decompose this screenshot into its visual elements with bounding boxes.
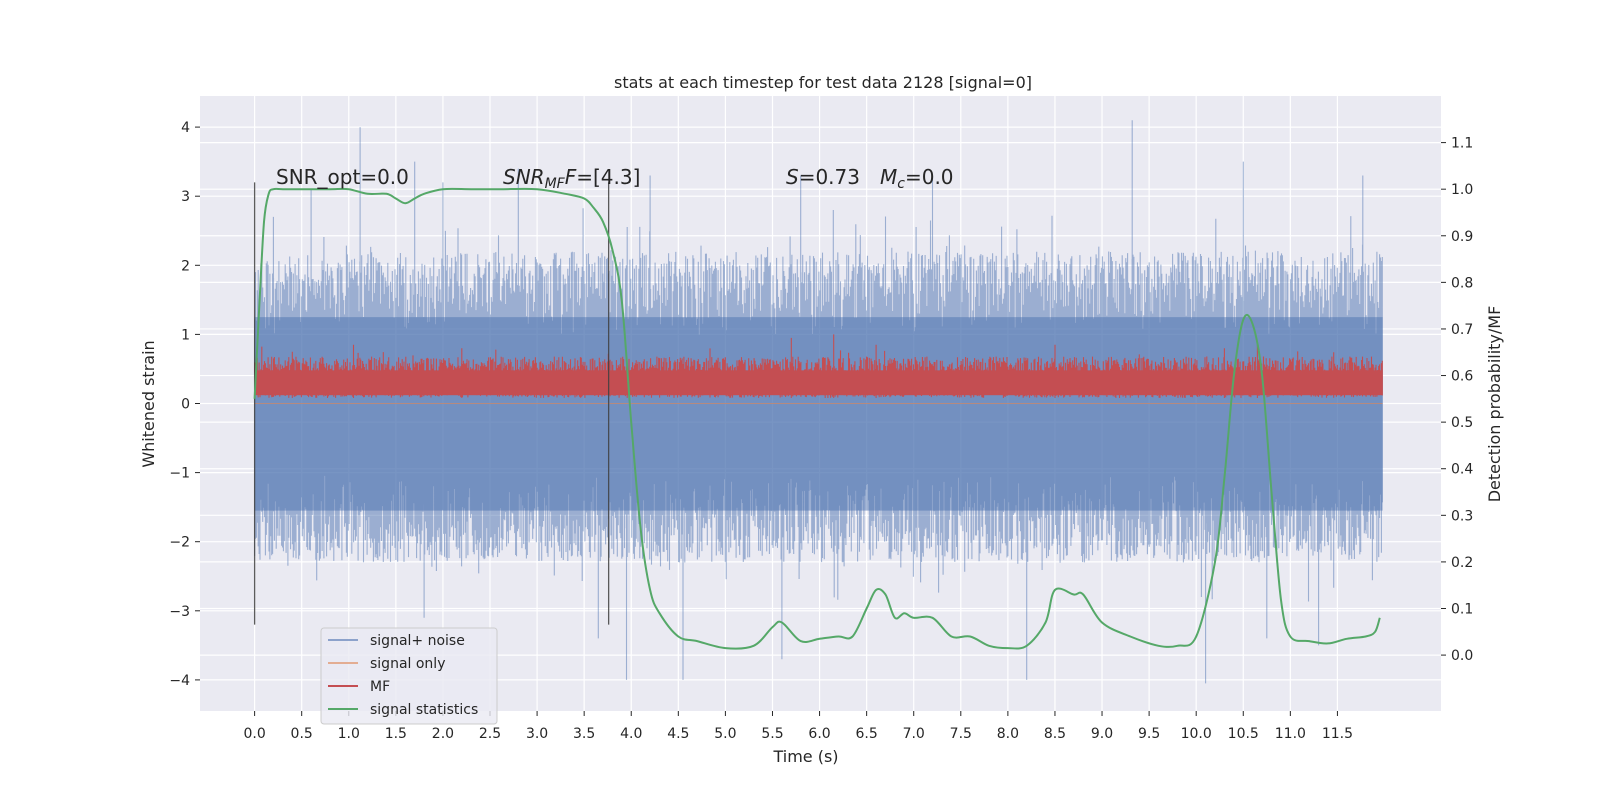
- annotation-s-mc: S=0.73 Mc=0.0: [786, 165, 954, 192]
- x-tick-label: 3.0: [526, 726, 548, 742]
- series-signal-statistics: [253, 187, 1381, 650]
- y-tick-label: 1: [181, 327, 190, 343]
- chart-title: stats at each timestep for test data 212…: [614, 73, 1032, 92]
- y-tick-label: 0: [181, 397, 190, 413]
- y-tick-label: −1: [169, 466, 190, 482]
- series-mf: [254, 334, 1383, 398]
- y-tick-label: −4: [169, 673, 190, 689]
- x-tick-label: 9.5: [1138, 726, 1160, 742]
- x-tick-label: 4.5: [667, 726, 689, 742]
- x-tick-label: 10.5: [1228, 726, 1259, 742]
- legend-label: signal statistics: [370, 702, 478, 718]
- legend-label: signal only: [370, 656, 445, 672]
- x-tick-label: 11.5: [1322, 726, 1353, 742]
- x-tick-label: 2.0: [432, 726, 454, 742]
- x-tick-label: 2.5: [479, 726, 501, 742]
- y2-tick-label: 0.1: [1451, 602, 1473, 618]
- y2-tick-label: 0.8: [1451, 275, 1473, 291]
- y2-tick-label: 0.2: [1451, 555, 1473, 571]
- x-axis-label: Time (s): [772, 747, 838, 766]
- x-tick-label: 3.5: [573, 726, 595, 742]
- x-tick-label: 0.5: [291, 726, 313, 742]
- x-tick-label: 7.5: [950, 726, 972, 742]
- y2-tick-label: 1.1: [1451, 136, 1473, 152]
- annotation-snr-mf: SNRMFF=[4.3]: [503, 165, 640, 192]
- y-tick-label: 4: [181, 120, 190, 136]
- y2-axis-ticks: 1.1 1.0 0.9 0.8 0.7 0.6 0.5 0.4 0.3 0.2 0.1 0.0: [1441, 136, 1473, 664]
- x-tick-label: 11.0: [1275, 726, 1306, 742]
- y2-tick-label: 0.7: [1451, 322, 1473, 338]
- y2-tick-label: 0.9: [1451, 229, 1473, 245]
- x-tick-label: 1.5: [385, 726, 407, 742]
- x-tick-label: 5.5: [761, 726, 783, 742]
- x-tick-label: 6.0: [808, 726, 830, 742]
- signal-statistics-line: [253, 187, 1381, 650]
- x-tick-label: 10.0: [1181, 726, 1212, 742]
- y-tick-label: 3: [181, 189, 190, 205]
- x-axis-ticks: 0.0 0.5 1.0 1.5 2.0 2.5 3.0 3.5 4.0 4.5 5.0 5.5 6.0 6…: [243, 711, 1353, 742]
- signal-plus-noise-core: [254, 317, 1383, 511]
- y-tick-label: −2: [169, 535, 190, 551]
- y-axis-ticks: 4 3 2 1 0 −1 −2 −3 −4: [169, 120, 200, 689]
- x-tick-label: 8.5: [1044, 726, 1066, 742]
- x-tick-label: 4.0: [620, 726, 642, 742]
- x-tick-label: 7.0: [903, 726, 925, 742]
- annotations: SNR_opt=0.0 SNRMFF=[4.3] S=0.73 Mc=0.0: [276, 165, 954, 192]
- legend-label: MF: [370, 679, 390, 695]
- y2-tick-label: 0.6: [1451, 369, 1473, 385]
- y-tick-label: 2: [181, 258, 190, 274]
- legend: signal+ noise signal only MF signal statist…: [320, 627, 498, 725]
- y2-tick-label: 0.4: [1451, 462, 1473, 478]
- y2-tick-label: 1.0: [1451, 182, 1473, 198]
- vertical-lines: [253, 182, 610, 625]
- mf-core: [254, 370, 1383, 396]
- series-signal-plus-noise: [254, 120, 1383, 684]
- legend-box: [320, 627, 498, 725]
- y2-tick-label: 0.0: [1451, 648, 1473, 664]
- y2-tick-label: 0.5: [1451, 415, 1473, 431]
- x-tick-label: 1.0: [338, 726, 360, 742]
- x-tick-label: 5.0: [714, 726, 736, 742]
- legend-label: signal+ noise: [370, 633, 465, 649]
- annotation-snr-opt: SNR_opt=0.0: [276, 165, 409, 189]
- y2-tick-label: 0.3: [1451, 508, 1473, 524]
- y-axis-label: Whitened strain: [139, 340, 158, 467]
- x-tick-label: 0.0: [243, 726, 265, 742]
- y2-axis-label: Detection probability/MF: [1485, 306, 1504, 503]
- x-tick-label: 9.0: [1091, 726, 1113, 742]
- x-tick-label: 8.0: [997, 726, 1019, 742]
- y-tick-label: −3: [169, 604, 190, 620]
- x-tick-label: 6.5: [856, 726, 878, 742]
